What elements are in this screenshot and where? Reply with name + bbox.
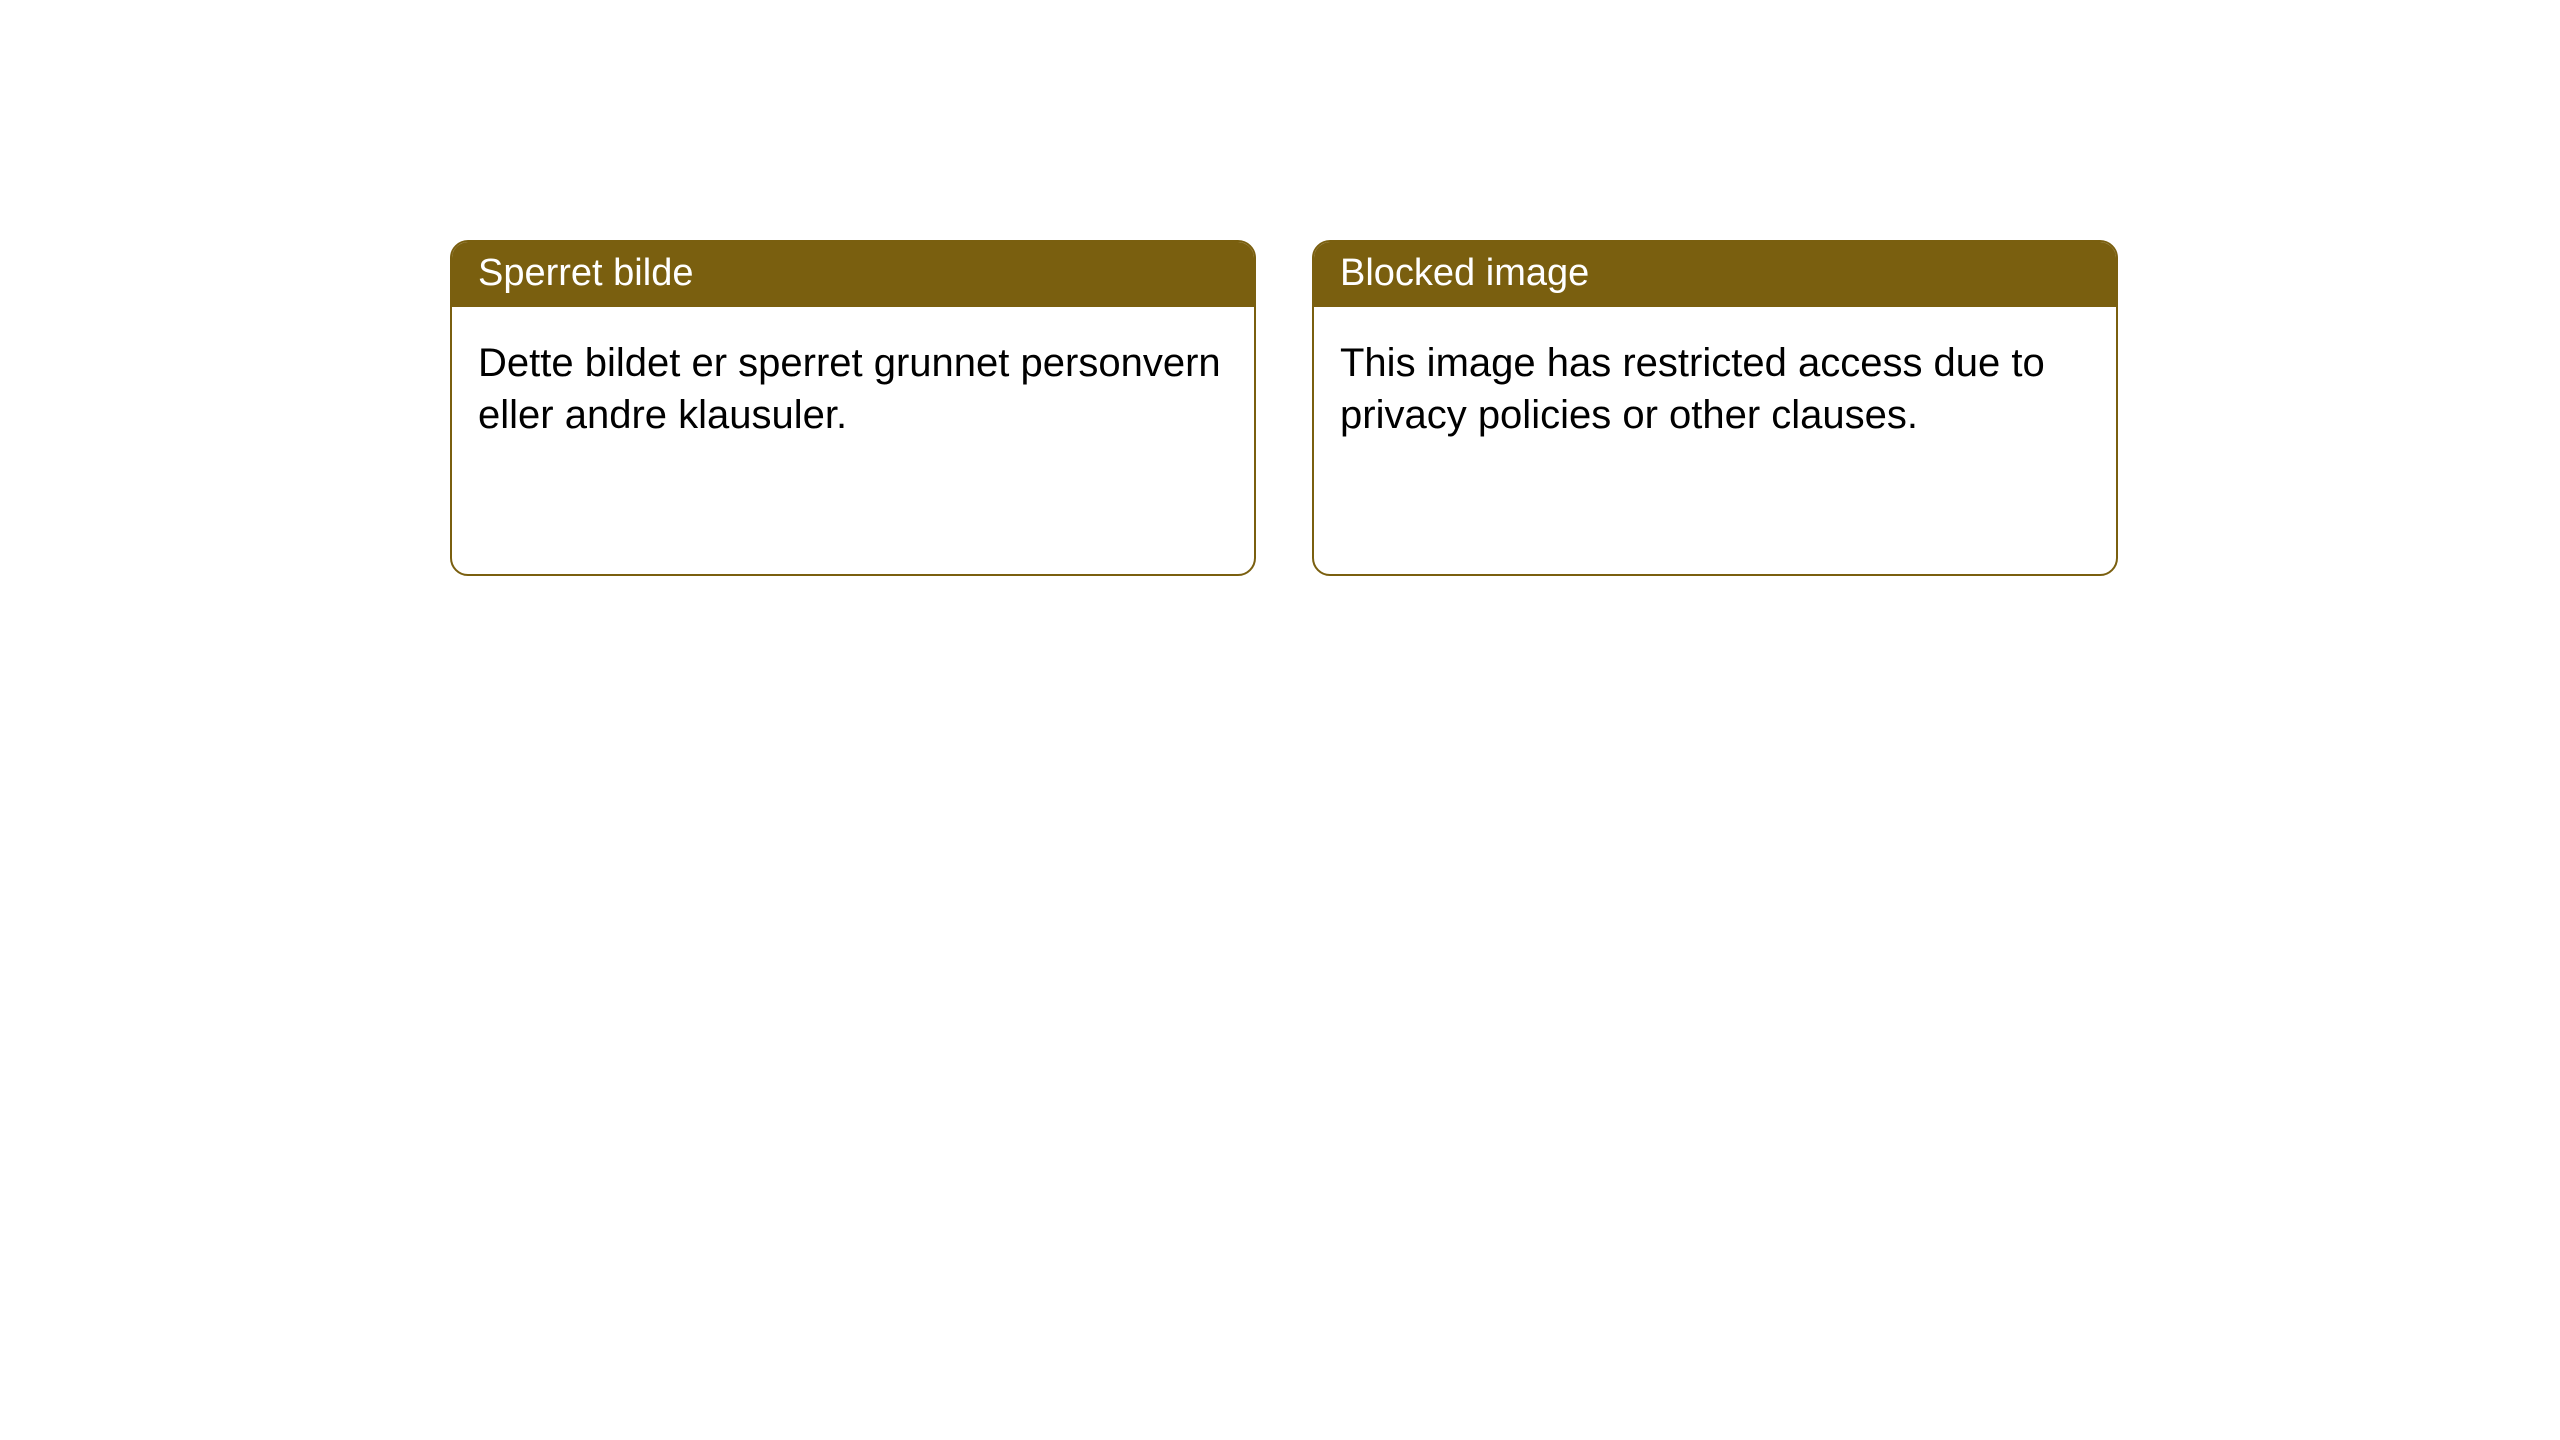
- notice-header: Blocked image: [1314, 242, 2116, 307]
- notice-body-text: This image has restricted access due to …: [1340, 341, 2045, 437]
- notice-box-norwegian: Sperret bilde Dette bildet er sperret gr…: [450, 240, 1256, 576]
- notice-body: This image has restricted access due to …: [1314, 307, 2116, 471]
- notice-body: Dette bildet er sperret grunnet personve…: [452, 307, 1254, 471]
- notice-title: Blocked image: [1340, 252, 1589, 294]
- notice-header: Sperret bilde: [452, 242, 1254, 307]
- notice-box-english: Blocked image This image has restricted …: [1312, 240, 2118, 576]
- notice-body-text: Dette bildet er sperret grunnet personve…: [478, 341, 1221, 437]
- notice-title: Sperret bilde: [478, 252, 693, 294]
- notices-container: Sperret bilde Dette bildet er sperret gr…: [0, 0, 2560, 576]
